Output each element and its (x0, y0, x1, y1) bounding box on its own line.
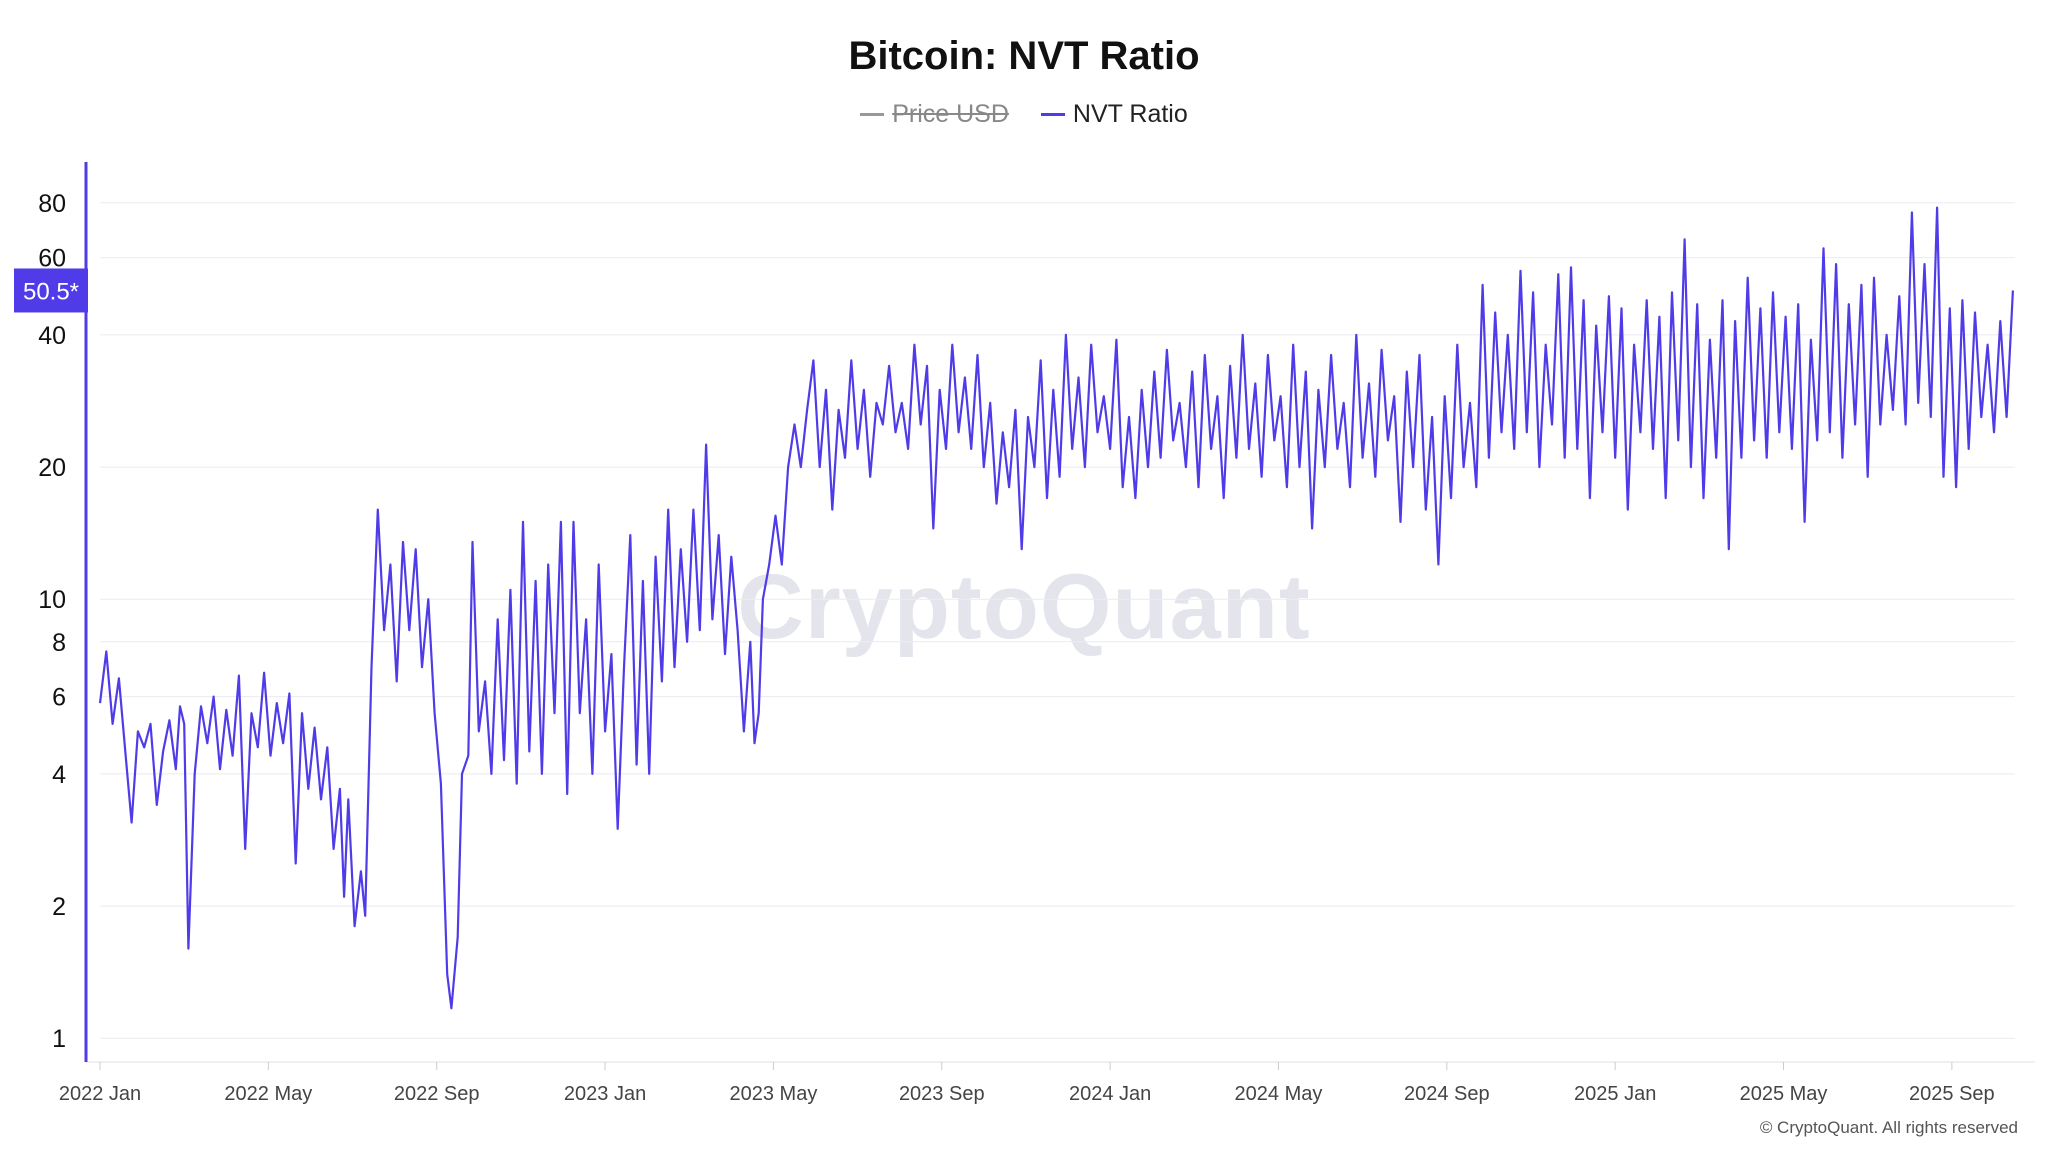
y-tick-label: 1 (52, 1025, 66, 1053)
legend-swatch-price-usd (860, 113, 885, 116)
current-value-badge (14, 268, 88, 313)
y-tick-label: 4 (52, 761, 66, 789)
y-tick-label: 2 (52, 893, 66, 921)
y-tick-label: 6 (52, 684, 66, 712)
y-tick-label: 80 (38, 190, 66, 218)
x-tick-label: 2025 Sep (1909, 1083, 1995, 1105)
x-tick-label: 2023 Sep (899, 1083, 985, 1105)
x-tick-label: 2024 Sep (1404, 1083, 1490, 1105)
x-tick-label: 2022 Sep (394, 1083, 480, 1105)
y-tick-label: 10 (38, 586, 66, 614)
legend-label-price-usd: Price USD (892, 100, 1009, 128)
current-value-label: 50.5* (23, 278, 79, 305)
x-tick-label: 2023 May (729, 1083, 817, 1105)
y-tick-label: 20 (38, 454, 66, 482)
x-axis-ticks: 2022 Jan 2022 May 2022 Sep 2023 Jan 2023 May… (59, 1062, 1995, 1105)
x-tick-label: 2024 May (1235, 1083, 1323, 1105)
current-value-marker: 50.5* (14, 268, 88, 313)
gridlines (86, 202, 2035, 1063)
y-tick-label: 60 (38, 245, 66, 273)
x-tick-label: 2022 Jan (59, 1083, 141, 1105)
x-tick-label: 2023 Jan (564, 1083, 646, 1105)
y-tick-label: 8 (52, 629, 66, 657)
x-tick-label: 2025 May (1740, 1083, 1828, 1105)
series-group (98, 206, 2014, 1010)
chart-title: Bitcoin: NVT Ratio (848, 34, 1200, 78)
y-axis-ticks: 1 2 4 6 8 10 20 40 60 80 (38, 162, 88, 1062)
chart-legend: Price USD NVT Ratio (0, 100, 2048, 129)
x-tick-label: 2025 Jan (1574, 1083, 1656, 1105)
watermark: CryptoQuant (737, 556, 1311, 658)
copyright-text: © CryptoQuant. All rights reserved (1759, 1118, 2018, 1137)
legend-label-nvt-ratio: NVT Ratio (1072, 100, 1188, 128)
y-tick-label: 40 (38, 322, 66, 350)
legend-swatch-nvt-ratio (1040, 113, 1065, 116)
legend-item-price-usd[interactable]: Price USD (860, 100, 1009, 129)
series-line-nvt-ratio (98, 206, 2014, 1010)
x-tick-label: 2022 May (224, 1083, 312, 1105)
legend-item-nvt-ratio[interactable]: NVT Ratio (1040, 100, 1188, 129)
x-tick-label: 2024 Jan (1069, 1083, 1151, 1105)
